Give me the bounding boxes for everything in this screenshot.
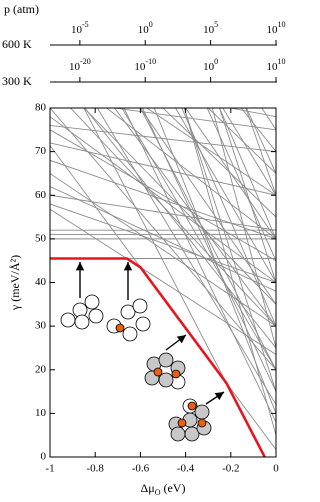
pressure-tick-label: 100 (138, 20, 153, 36)
y-tick-label: 30 (35, 320, 47, 332)
energy-line (50, 142, 276, 196)
y-tick-label: 50 (35, 232, 47, 244)
arrows (75, 262, 225, 405)
y-tick-label: 60 (35, 189, 47, 201)
energy-line (211, 108, 276, 349)
pressure-tick-label: 100 (203, 57, 218, 73)
stability-line (50, 257, 266, 457)
energy-line (206, 108, 276, 261)
energy-line (222, 108, 276, 196)
energy-line (50, 129, 276, 262)
pressure-tick-label: 1010 (267, 20, 286, 36)
y-tick-label: 80 (35, 102, 47, 114)
pressure-title: p (atm) (4, 2, 39, 16)
y-tick-label: 0 (41, 451, 47, 463)
x-tick-label: -0.6 (132, 463, 150, 475)
structure-icons (60, 294, 212, 442)
pressure-tick-label: 10-5 (71, 20, 89, 36)
energy-line (50, 208, 276, 355)
energy-line (219, 108, 276, 283)
y-tick-label: 20 (35, 363, 47, 375)
energy-line (114, 108, 276, 327)
energy-line (50, 125, 276, 153)
energy-line (96, 108, 276, 405)
energy-line (123, 108, 276, 423)
y-tick-label: 70 (35, 145, 47, 157)
x-tick-label: -0.8 (86, 463, 104, 475)
y-tick-label: 10 (35, 407, 47, 419)
energy-line (219, 108, 276, 240)
energy-line (141, 108, 276, 392)
plot-area (50, 108, 276, 457)
x-tick-label: -1 (45, 463, 54, 475)
energy-line (139, 108, 276, 305)
lines (50, 108, 276, 457)
x-axis-label: ΔμO (eV) (141, 481, 186, 497)
axis-temperature-label: 300 K (2, 74, 32, 88)
energy-line (183, 108, 276, 392)
energy-line (111, 108, 276, 131)
energy-line (50, 173, 276, 327)
pressure-tick-label: 10-20 (69, 57, 91, 73)
pressure-tick-label: 10-10 (134, 57, 156, 73)
x-tick-label: 0 (273, 463, 279, 475)
energy-line (153, 108, 276, 414)
energy-line (175, 108, 276, 283)
energy-line (228, 108, 276, 118)
energy-line (245, 108, 276, 196)
y-tick-label: 40 (35, 276, 47, 288)
y-axis-label: γ (meV/Å²) (8, 255, 22, 311)
axis-temperature-label: 600 K (2, 37, 32, 51)
energy-line (207, 108, 276, 174)
energy-line (50, 159, 276, 240)
energy-line (50, 194, 276, 231)
pressure-tick-label: 105 (203, 20, 218, 36)
energy-line (146, 108, 276, 196)
x-tick-label: -0.4 (177, 463, 195, 475)
energy-line (50, 203, 276, 283)
pressure-tick-label: 1010 (267, 57, 286, 73)
energy-line (185, 108, 276, 240)
energy-line (121, 108, 276, 370)
energy-line (181, 108, 276, 327)
x-tick-label: -0.2 (222, 463, 239, 475)
energy-line (183, 108, 276, 436)
